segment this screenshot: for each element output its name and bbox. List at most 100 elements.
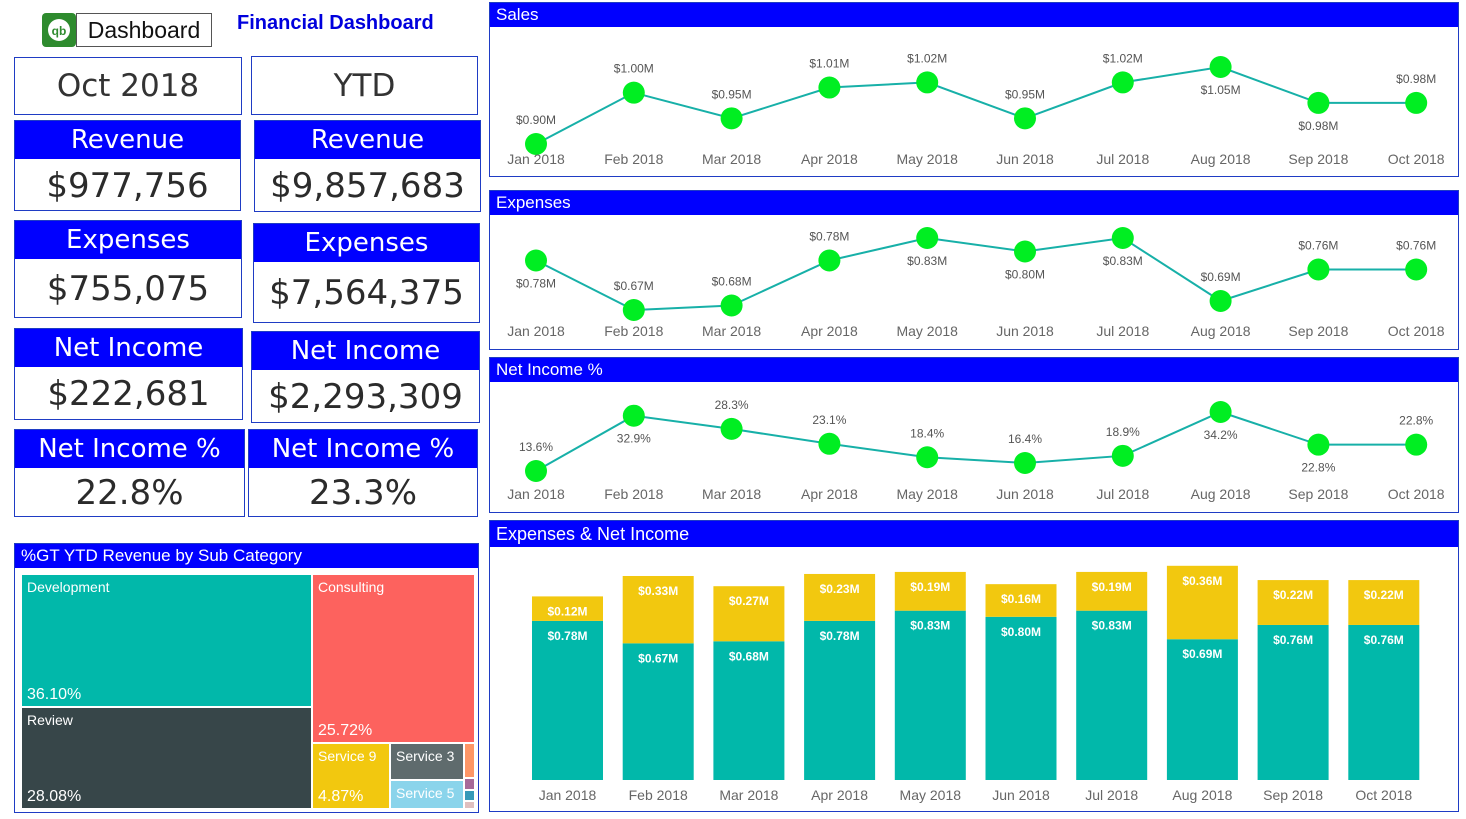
data-label: $0.68M — [729, 649, 769, 663]
data-point — [1111, 227, 1134, 249]
data-point — [1209, 401, 1232, 423]
bar-segment — [894, 610, 966, 780]
data-label: $0.22M — [1273, 588, 1313, 602]
dashboard-button[interactable]: Dashboard — [76, 13, 212, 47]
bar-segment — [1257, 580, 1329, 625]
kpi-label: Expenses — [15, 221, 241, 259]
data-point — [622, 299, 645, 321]
x-tick-label: Jan 2018 — [507, 486, 565, 502]
data-label: $0.78M — [809, 230, 849, 244]
x-tick-label: Jan 2018 — [539, 787, 597, 803]
data-label: $0.80M — [1005, 268, 1045, 282]
treemap-tile-service-5[interactable]: Service 5 — [391, 781, 463, 808]
data-label: 32.9% — [617, 432, 651, 446]
kpi-label: Revenue — [15, 121, 240, 159]
sales-chart-panel: Sales $0.90M Jan 2018 $1.00M Feb 2018 $0.95M… — [489, 2, 1459, 177]
data-label: $0.95M — [1005, 87, 1045, 101]
kpi-month-net-income-pct: Net Income % 22.8% — [14, 429, 245, 517]
kpi-value: $222,681 — [47, 374, 210, 414]
data-point — [525, 133, 547, 155]
x-tick-label: Jun 2018 — [996, 323, 1054, 339]
x-tick-label: May 2018 — [896, 486, 958, 502]
data-label: $0.16M — [1001, 592, 1041, 606]
x-tick-label: Jul 2018 — [1096, 151, 1149, 167]
bar-segment — [1166, 639, 1238, 780]
series-line — [535, 65, 1417, 145]
bar-segment — [1348, 624, 1420, 780]
expenses-net-income-chart-panel: Expenses & Net Income $0.78M $0.12M Jan 20… — [489, 520, 1459, 812]
kpi-ytd-revenue: Revenue $9,857,683 — [254, 120, 481, 212]
treemap-tile-small-1[interactable] — [465, 744, 474, 777]
treemap-tile-small-4[interactable] — [465, 802, 474, 808]
x-tick-label: Sep 2018 — [1263, 787, 1323, 803]
data-label: $0.95M — [712, 87, 752, 101]
treemap-tile-service-3[interactable]: Service 3 — [391, 744, 463, 779]
data-point — [818, 249, 841, 272]
data-label: $0.67M — [638, 651, 678, 665]
data-label: 22.8% — [1301, 461, 1335, 475]
treemap-tile-small-2[interactable] — [465, 779, 474, 789]
x-tick-label: May 2018 — [900, 787, 962, 803]
data-label: $0.36M — [1182, 574, 1222, 588]
data-label: 34.2% — [1204, 428, 1238, 442]
expenses-net-income-bar-chart: $0.78M $0.12M Jan 2018 $0.67M $0.33M Feb 2018… — [532, 565, 1420, 803]
data-label: 22.8% — [1399, 414, 1433, 428]
data-point — [1209, 290, 1232, 312]
data-label: $0.83M — [910, 619, 950, 633]
treemap-tile-percent: 36.10% — [27, 686, 82, 703]
treemap-tile-small-3[interactable] — [465, 791, 474, 800]
data-label: $0.19M — [1092, 580, 1132, 594]
bar-segment — [713, 641, 785, 780]
data-label: 28.3% — [715, 398, 749, 412]
data-label: $0.78M — [547, 629, 587, 643]
data-point — [720, 294, 743, 317]
data-point — [525, 460, 547, 482]
treemap-tile-label: Review — [27, 712, 73, 728]
bar-segment — [1257, 624, 1329, 780]
x-tick-label: Jun 2018 — [992, 787, 1050, 803]
x-tick-label: Aug 2018 — [1172, 787, 1232, 803]
data-label: $0.19M — [910, 580, 950, 594]
x-tick-label: Oct 2018 — [1388, 486, 1445, 502]
data-point — [525, 249, 547, 272]
sales-line-chart: $0.90M Jan 2018 $1.00M Feb 2018 $0.95M Mar 20… — [507, 51, 1445, 167]
data-point — [1111, 444, 1134, 467]
data-point — [1307, 258, 1330, 281]
data-point — [1307, 433, 1330, 456]
data-label: $0.83M — [907, 254, 947, 268]
data-label: $0.69M — [1201, 270, 1241, 284]
x-tick-label: Apr 2018 — [801, 486, 858, 502]
kpi-value: $9,857,683 — [270, 166, 465, 206]
data-point — [1014, 240, 1036, 263]
bar-segment — [985, 616, 1057, 780]
treemap-title: %GT YTD Revenue by Sub Category — [15, 544, 478, 568]
data-label: $1.00M — [614, 62, 654, 76]
bar-segment — [804, 573, 876, 621]
treemap-tile-service-9[interactable]: Service 9 4.87% — [313, 744, 389, 808]
kpi-value: $7,564,375 — [269, 273, 464, 313]
x-tick-label: Aug 2018 — [1191, 486, 1251, 502]
net-income-pct-chart-panel: Net Income % 13.6% Jan 2018 32.9% Feb 2018 2… — [489, 357, 1459, 513]
data-label: 23.1% — [812, 413, 846, 427]
data-label: $0.76M — [1298, 239, 1338, 253]
x-tick-label: Jan 2018 — [507, 151, 565, 167]
expenses-line-chart: $0.78M Jan 2018 $0.67M Feb 2018 $0.68M Mar 20… — [507, 227, 1445, 339]
treemap-tile-consulting[interactable]: Consulting 25.72% — [313, 575, 474, 742]
treemap-tile-review[interactable]: Review 28.08% — [22, 708, 311, 808]
svg-text:qb: qb — [52, 24, 67, 38]
treemap-tile-development[interactable]: Development 36.10% — [22, 575, 311, 706]
bar-segment — [804, 620, 876, 780]
kpi-label: Expenses — [254, 224, 479, 262]
data-label: $0.83M — [1092, 619, 1132, 633]
x-tick-label: Sep 2018 — [1288, 323, 1348, 339]
data-label: $1.02M — [1103, 51, 1143, 65]
treemap-tile-percent: 25.72% — [318, 722, 373, 739]
data-label: 16.4% — [1008, 432, 1042, 446]
bar-segment — [894, 571, 966, 611]
data-point — [1209, 56, 1232, 78]
data-point — [1014, 107, 1036, 130]
x-tick-label: Aug 2018 — [1191, 323, 1251, 339]
data-point — [916, 71, 939, 94]
x-tick-label: Feb 2018 — [604, 151, 663, 167]
data-label: 18.4% — [910, 426, 944, 440]
